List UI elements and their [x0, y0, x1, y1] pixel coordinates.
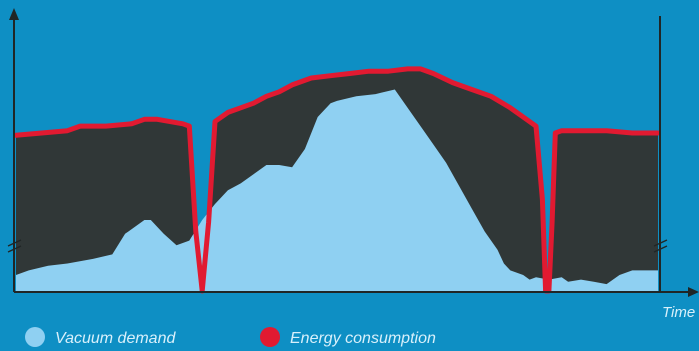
legend-vacuum-demand-label: Vacuum demand [55, 330, 176, 347]
y-axis-arrow-icon [9, 8, 19, 20]
legend: Vacuum demand Energy consumption [25, 327, 436, 347]
legend-energy-consumption-label: Energy consumption [290, 330, 436, 347]
left-axis-break-icon [7, 239, 22, 253]
right-axis-break-icon [653, 239, 668, 253]
legend-energy-consumption-swatch [260, 327, 280, 347]
x-axis-arrow-icon [688, 287, 699, 297]
vacuum-demand-area [16, 89, 658, 291]
x-axis-label: Time [662, 304, 695, 321]
legend-vacuum-demand-swatch [25, 327, 45, 347]
